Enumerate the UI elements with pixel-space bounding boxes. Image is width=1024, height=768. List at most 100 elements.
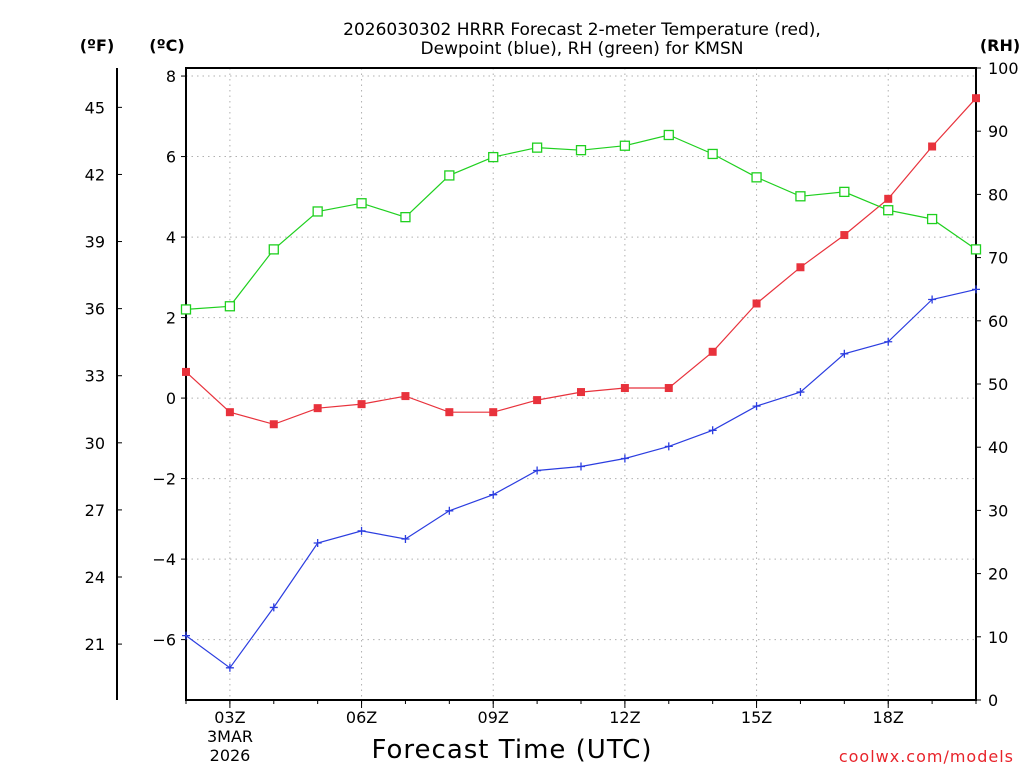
rh-point-9 bbox=[488, 151, 499, 163]
dewpoint-point-19 bbox=[928, 295, 937, 304]
2-meter-temperature-point-10 bbox=[533, 396, 542, 405]
x-tick-label-09Z: 09Z bbox=[478, 708, 509, 727]
dewpoint-point-10 bbox=[533, 466, 542, 475]
dewpoint-point-17 bbox=[840, 349, 849, 358]
2-meter-temperature-point-11 bbox=[577, 388, 585, 397]
dewpoint-point-3 bbox=[225, 663, 234, 672]
rh-point-12 bbox=[619, 140, 631, 151]
2-meter-temperature-point-16 bbox=[796, 263, 805, 272]
dewpoint-point-16 bbox=[796, 388, 805, 397]
2-meter-temperature-point-2 bbox=[182, 367, 190, 376]
dewpoint-point-9 bbox=[489, 490, 498, 499]
rh-point-14 bbox=[707, 148, 718, 160]
fahrenheit-tick-label: 33 bbox=[85, 367, 105, 386]
plot-frame bbox=[185, 67, 977, 701]
2-meter-temperature-point-17 bbox=[840, 231, 849, 240]
rh-point-3 bbox=[224, 301, 236, 312]
2-meter-temperature-point-5 bbox=[313, 404, 322, 413]
dewpoint-point-18 bbox=[884, 337, 893, 346]
2-meter-temperature-series bbox=[182, 94, 980, 429]
rh-line bbox=[185, 134, 977, 310]
2-meter-temperature-point-4 bbox=[269, 420, 278, 429]
rh-tick-label: 80 bbox=[988, 185, 1008, 204]
dewpoint-point-7 bbox=[401, 534, 410, 543]
2-meter-temperature-point-6 bbox=[357, 400, 366, 409]
fahrenheit-tick-label: 39 bbox=[85, 233, 105, 252]
rh-tick-label: 0 bbox=[988, 691, 998, 710]
rh-point-16 bbox=[795, 191, 806, 202]
fahrenheit-tick-label: 21 bbox=[85, 635, 105, 654]
fahrenheit-tick-label: 27 bbox=[85, 501, 105, 520]
date-label-year: 2026 bbox=[210, 746, 251, 765]
rh-unit-label: (RH) bbox=[980, 36, 1020, 55]
rh-point-10 bbox=[531, 142, 543, 153]
fahrenheit-tick-label: 42 bbox=[85, 165, 105, 184]
x-tick-label-15Z: 15Z bbox=[741, 708, 772, 727]
date-label-day: 3MAR bbox=[207, 727, 253, 746]
rh-tick-label: 70 bbox=[988, 249, 1008, 268]
dewpoint-point-13 bbox=[664, 442, 673, 451]
celsius-tick-label: 4 bbox=[166, 228, 176, 247]
fahrenheit-tick-label: 24 bbox=[85, 568, 105, 587]
celsius-tick-label: 6 bbox=[166, 148, 176, 167]
2-meter-temperature-point-9 bbox=[489, 408, 498, 417]
dewpoint-point-11 bbox=[577, 462, 585, 471]
2-meter-temperature-point-19 bbox=[928, 142, 937, 151]
rh-series bbox=[180, 129, 982, 315]
dewpoint-point-4 bbox=[269, 603, 278, 612]
celsius-tick-label: 2 bbox=[166, 309, 176, 328]
2-meter-temperature-point-15 bbox=[752, 299, 761, 308]
fahrenheit-tick-label: 36 bbox=[85, 300, 105, 319]
x-tick-label-03Z: 03Z bbox=[214, 708, 245, 727]
dewpoint-point-12 bbox=[620, 454, 629, 463]
fahrenheit-tick-label: 45 bbox=[85, 98, 105, 117]
rh-point-20 bbox=[970, 244, 982, 255]
rh-tick-label: 30 bbox=[988, 501, 1008, 520]
celsius-tick-label: −2 bbox=[152, 470, 176, 489]
chart-title: 2026030302 HRRR Forecast 2-meter Tempera… bbox=[343, 20, 821, 59]
rh-point-18 bbox=[883, 205, 894, 216]
rh-point-7 bbox=[400, 212, 411, 223]
rh-tick-label: 10 bbox=[988, 628, 1008, 647]
x-tick-label-12Z: 12Z bbox=[609, 708, 640, 727]
2-meter-temperature-point-20 bbox=[972, 94, 980, 103]
axes: −6−4−20246821242730333639424501020304050… bbox=[85, 59, 1019, 727]
rh-tick-label: 100 bbox=[988, 59, 1019, 78]
x-tick-label-06Z: 06Z bbox=[346, 708, 377, 727]
dewpoint-point-14 bbox=[708, 426, 717, 435]
celsius-tick-label: 0 bbox=[166, 389, 176, 408]
rh-point-4 bbox=[268, 244, 279, 255]
rh-point-2 bbox=[180, 304, 192, 315]
rh-tick-label: 50 bbox=[988, 375, 1008, 394]
rh-tick-label: 90 bbox=[988, 122, 1008, 141]
rh-point-6 bbox=[356, 198, 367, 209]
data-series bbox=[180, 94, 982, 672]
celsius-tick-label: −6 bbox=[152, 631, 176, 650]
celsius-unit-label: (ºC) bbox=[149, 36, 184, 55]
x-tick-label-18Z: 18Z bbox=[873, 708, 904, 727]
2-meter-temperature-point-3 bbox=[225, 408, 234, 417]
rh-tick-label: 20 bbox=[988, 565, 1008, 584]
rh-point-19 bbox=[926, 213, 938, 225]
gridlines bbox=[186, 68, 976, 700]
2-meter-temperature-point-12 bbox=[620, 384, 629, 393]
celsius-tick-label: 8 bbox=[166, 67, 176, 86]
rh-point-17 bbox=[839, 186, 850, 198]
title-line-1: 2026030302 HRRR Forecast 2-meter Tempera… bbox=[343, 20, 821, 40]
dewpoint-point-8 bbox=[445, 506, 454, 515]
x-axis-label: Forecast Time (UTC) bbox=[371, 735, 652, 765]
dewpoint-point-2 bbox=[182, 631, 190, 640]
2-meter-temperature-point-18 bbox=[884, 194, 893, 203]
dewpoint-series bbox=[182, 285, 980, 672]
rh-tick-label: 40 bbox=[988, 438, 1008, 457]
2-meter-temperature-point-13 bbox=[664, 384, 673, 393]
fahrenheit-unit-label: (ºF) bbox=[80, 36, 115, 55]
dewpoint-point-6 bbox=[357, 526, 366, 535]
watermark: coolwx.com/models bbox=[839, 747, 1014, 766]
rh-tick-label: 60 bbox=[988, 312, 1008, 331]
2-meter-temperature-point-14 bbox=[708, 347, 717, 356]
rh-point-5 bbox=[312, 206, 323, 217]
rh-point-11 bbox=[575, 145, 587, 156]
rh-point-8 bbox=[444, 170, 455, 181]
